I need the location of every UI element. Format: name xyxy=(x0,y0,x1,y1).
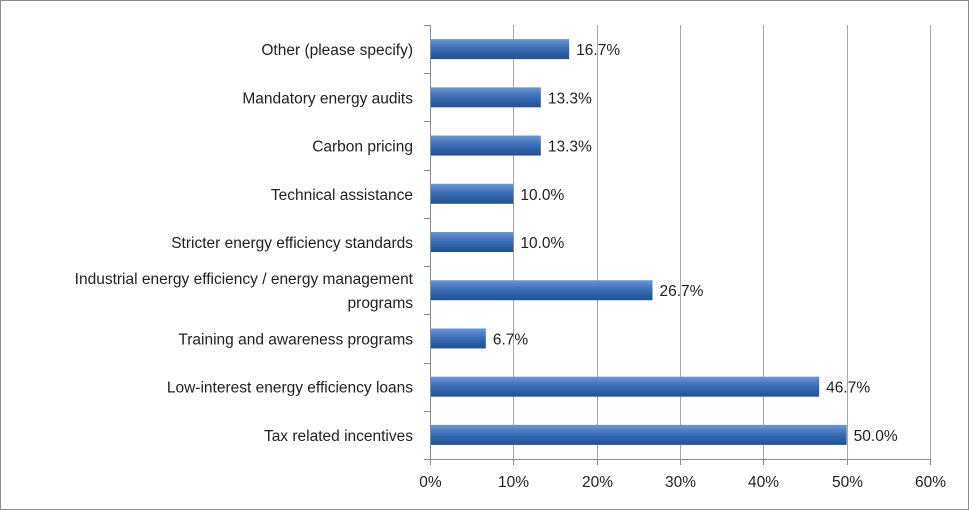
category-label: Mandatory energy audits xyxy=(242,90,413,107)
bar xyxy=(431,232,514,252)
bar xyxy=(431,135,541,156)
data-label: 13.3% xyxy=(548,139,592,156)
x-tick-label: 10% xyxy=(498,474,529,491)
x-tick-label: 0% xyxy=(419,474,442,491)
category-label: Low-interest energy efficiency loans xyxy=(167,380,413,397)
bar xyxy=(431,183,514,204)
bar xyxy=(431,280,653,301)
bar xyxy=(431,328,486,349)
data-label: 16.7% xyxy=(576,42,620,59)
x-tick-label: 60% xyxy=(915,474,946,491)
bar xyxy=(431,39,570,60)
category-label: Technical assistance xyxy=(271,187,413,204)
category-label: Industrial energy efficiency / energy ma… xyxy=(75,271,414,288)
category-label: Training and awareness programs xyxy=(178,331,413,348)
data-label: 10.0% xyxy=(520,235,564,252)
x-tick-label: 30% xyxy=(665,474,696,491)
data-label: 26.7% xyxy=(660,283,704,300)
category-label: Tax related incentives xyxy=(264,428,413,445)
data-label: 50.0% xyxy=(854,428,898,445)
x-tick-label: 40% xyxy=(748,474,779,491)
category-label: Stricter energy efficiency standards xyxy=(171,235,413,252)
data-label: 46.7% xyxy=(826,380,870,397)
data-label: 6.7% xyxy=(493,331,529,348)
data-label: 10.0% xyxy=(520,187,564,204)
bar xyxy=(431,424,847,445)
category-label: programs xyxy=(348,295,414,312)
x-tick-label: 20% xyxy=(582,474,613,491)
data-label: 13.3% xyxy=(548,90,592,107)
bar xyxy=(431,376,820,397)
category-label: Other (please specify) xyxy=(261,42,413,59)
bar xyxy=(431,87,541,108)
category-label: Carbon pricing xyxy=(312,139,413,156)
x-tick-label: 50% xyxy=(832,474,863,491)
